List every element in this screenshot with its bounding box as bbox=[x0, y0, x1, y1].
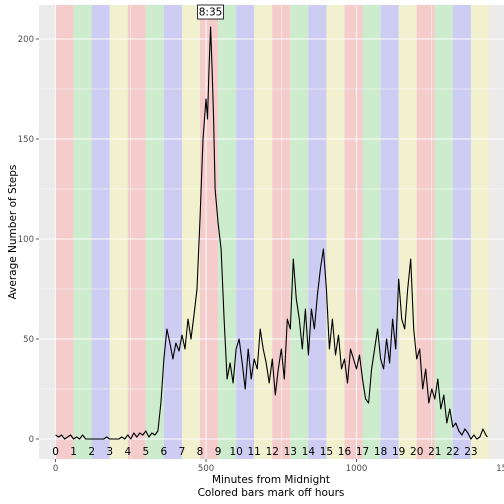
x-axis-subtitle: Colored bars mark off hours bbox=[198, 487, 345, 499]
hour-label: 1 bbox=[70, 446, 77, 458]
y-tick-label: 200 bbox=[18, 35, 34, 45]
x-tick-label: 500 bbox=[198, 464, 214, 474]
hour-label: 3 bbox=[106, 446, 113, 458]
hour-band bbox=[290, 5, 309, 459]
hour-label: 9 bbox=[215, 446, 222, 458]
hour-band bbox=[308, 5, 327, 459]
annotation-label: 8:35 bbox=[199, 7, 223, 19]
hour-label: 22 bbox=[446, 446, 459, 458]
hour-label: 5 bbox=[143, 446, 150, 458]
hour-label: 6 bbox=[161, 446, 168, 458]
hour-band bbox=[398, 5, 417, 459]
y-axis-ticks: 0 50 100 150 200 bbox=[18, 35, 39, 445]
hour-band bbox=[362, 5, 381, 459]
hour-band bbox=[73, 5, 92, 459]
annotation-box bbox=[197, 4, 224, 20]
hour-label: 0 bbox=[52, 446, 59, 458]
hour-label: 17 bbox=[356, 446, 369, 458]
hour-band bbox=[434, 5, 453, 459]
hour-label: 14 bbox=[302, 446, 316, 458]
hour-label-layer: 0 1 2 3 4 5 6 7 8 9 10 11 12 13 14 15 16 17 18 19 20 21 22 23 bbox=[52, 446, 477, 458]
hour-label: 18 bbox=[374, 446, 387, 458]
grid-lines bbox=[39, 5, 504, 459]
series-line bbox=[55, 26, 488, 440]
hour-label: 10 bbox=[229, 446, 242, 458]
y-tick-label: 50 bbox=[23, 335, 34, 345]
hour-label: 8 bbox=[197, 446, 204, 458]
hour-band bbox=[344, 5, 363, 459]
hour-band bbox=[218, 5, 237, 459]
hour-bands bbox=[55, 5, 489, 459]
hour-label: 7 bbox=[179, 446, 186, 458]
y-axis-title: Average Number of Steps bbox=[7, 165, 19, 300]
hour-band bbox=[470, 5, 489, 459]
hour-band bbox=[326, 5, 345, 459]
hour-label: 15 bbox=[320, 446, 333, 458]
x-tick-label: 0 bbox=[53, 464, 58, 474]
hour-band bbox=[452, 5, 471, 459]
x-tick-label: 1500 bbox=[496, 464, 504, 474]
x-axis-title: Minutes from Midnight bbox=[212, 474, 330, 486]
peak-annotation: 8:35 bbox=[197, 4, 224, 20]
hour-label: 20 bbox=[410, 446, 423, 458]
hour-band bbox=[181, 5, 201, 459]
hour-band bbox=[109, 5, 128, 459]
hour-band bbox=[236, 5, 255, 459]
hour-label: 21 bbox=[428, 446, 441, 458]
hour-band bbox=[145, 5, 164, 459]
y-tick-label: 0 bbox=[29, 435, 34, 445]
y-tick-label: 100 bbox=[18, 235, 34, 245]
hour-band bbox=[380, 5, 399, 459]
x-axis-ticks: 0 500 1000 1500 bbox=[53, 459, 504, 474]
hour-band bbox=[254, 5, 273, 459]
hour-band bbox=[127, 5, 146, 459]
hour-label: 23 bbox=[464, 446, 477, 458]
series-layer bbox=[55, 26, 488, 440]
hour-band bbox=[91, 5, 110, 459]
hour-label: 11 bbox=[248, 446, 261, 458]
hour-label: 13 bbox=[284, 446, 297, 458]
hour-band bbox=[163, 5, 182, 459]
x-tick-label: 1000 bbox=[346, 464, 368, 474]
hour-label: 16 bbox=[338, 446, 352, 458]
hour-label: 19 bbox=[392, 446, 405, 458]
hour-band bbox=[55, 5, 74, 459]
hour-label: 2 bbox=[88, 446, 95, 458]
hour-band bbox=[416, 5, 435, 459]
y-tick-label: 150 bbox=[18, 135, 34, 145]
hour-label: 12 bbox=[266, 446, 279, 458]
hour-label: 4 bbox=[124, 446, 131, 458]
